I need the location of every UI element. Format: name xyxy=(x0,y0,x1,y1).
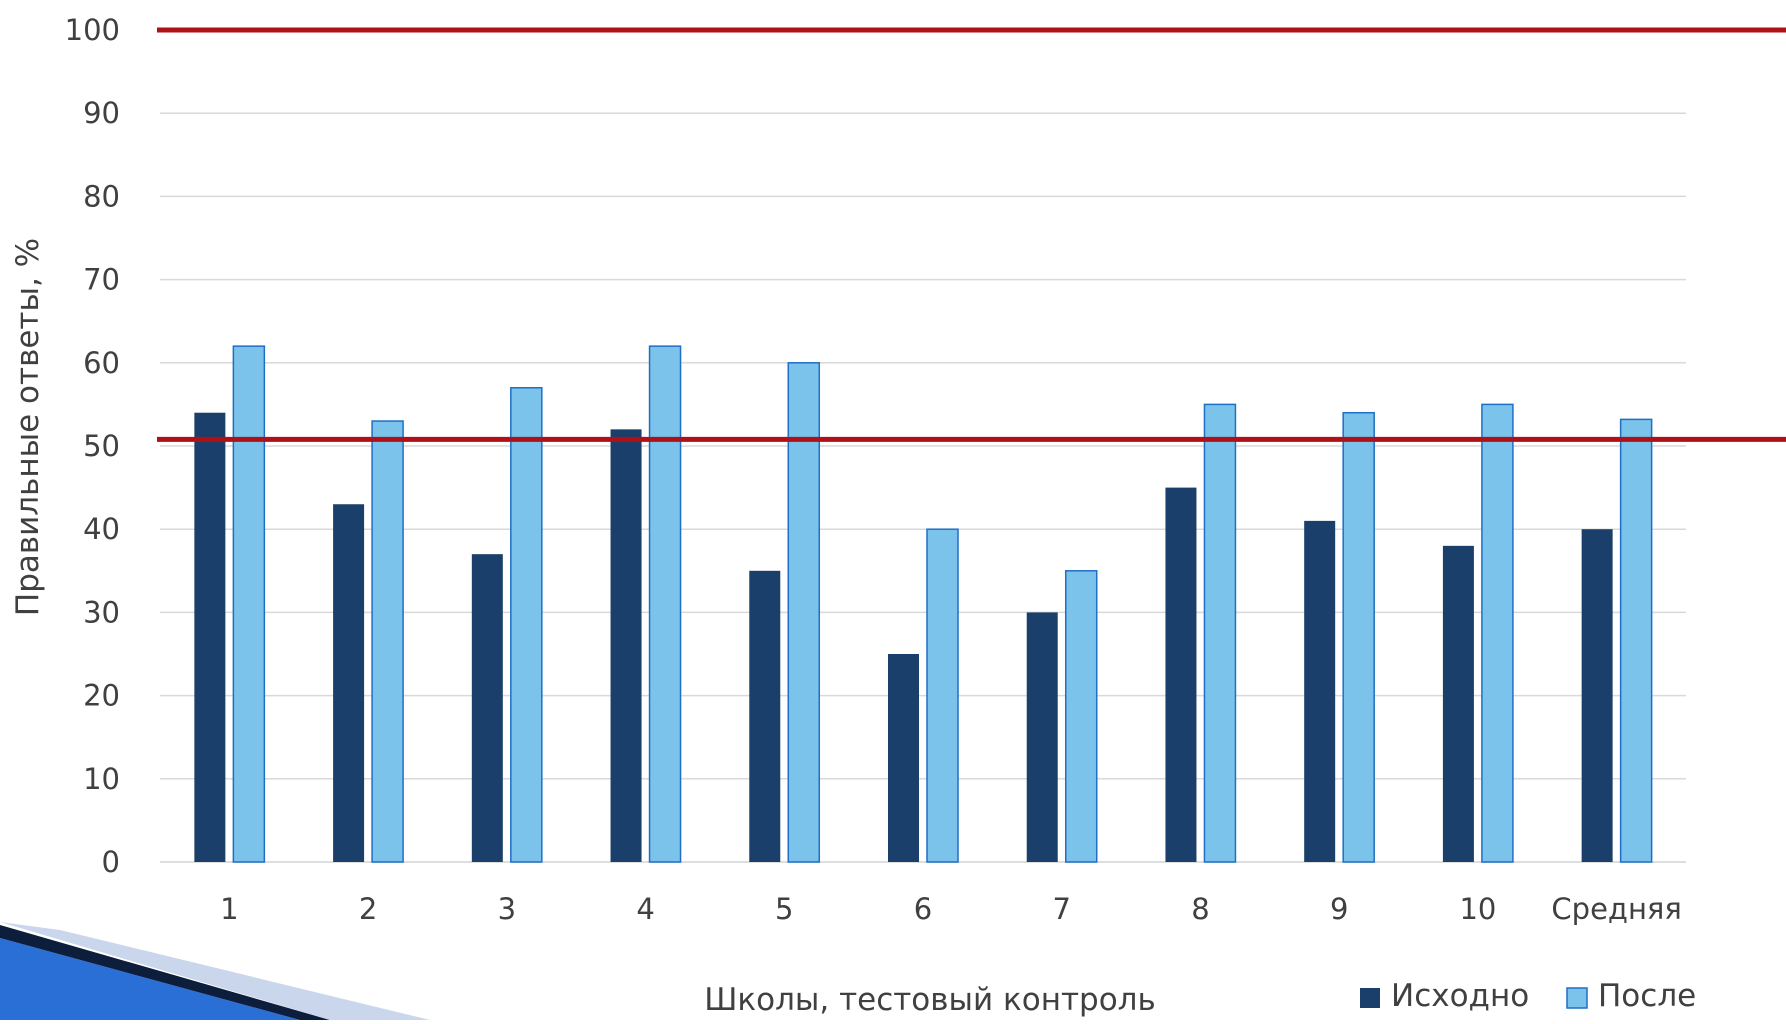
x-tick-label: 4 xyxy=(636,892,654,926)
legend-swatch xyxy=(1360,988,1380,1008)
bar-initial xyxy=(1304,520,1336,862)
bars xyxy=(194,345,1653,863)
reference-lines xyxy=(157,27,1786,442)
x-axis-title: Школы, тестовый контроль xyxy=(704,982,1156,1018)
bar-initial xyxy=(471,554,503,862)
bar-after xyxy=(371,420,404,863)
y-tick-label: 20 xyxy=(83,679,120,713)
x-tick-label: 8 xyxy=(1191,892,1209,926)
x-tick-label: Средняя xyxy=(1551,892,1681,926)
y-tick-label: 0 xyxy=(102,845,120,879)
x-tick-label: 7 xyxy=(1053,892,1071,926)
x-axis-ticks: 1 2 3 4 5 6 7 8 9 10 Средняя xyxy=(220,892,1682,926)
x-tick-label: 9 xyxy=(1330,892,1348,926)
y-tick-label: 30 xyxy=(83,595,120,629)
bar-after xyxy=(1064,570,1098,863)
bar-after xyxy=(232,345,266,863)
bar-after xyxy=(926,528,959,863)
bar-after xyxy=(1203,403,1237,863)
x-tick-label: 5 xyxy=(775,892,793,926)
y-tick-label: 40 xyxy=(83,512,120,546)
y-tick-label: 90 xyxy=(83,96,120,130)
y-tick-label: 70 xyxy=(83,263,120,297)
bar-initial xyxy=(333,504,365,862)
x-tick-label: 3 xyxy=(498,892,516,926)
bar-initial xyxy=(749,570,781,862)
bar-after xyxy=(1342,411,1375,863)
gridlines xyxy=(160,112,1686,863)
legend: Исходно После xyxy=(1360,978,1696,1014)
y-tick-label: 10 xyxy=(83,762,120,796)
bar-initial xyxy=(610,429,642,862)
y-axis-title: Правильные ответы, % xyxy=(10,238,46,616)
x-tick-label: 10 xyxy=(1459,892,1496,926)
bar-after xyxy=(1619,418,1653,863)
bar-after xyxy=(1481,403,1514,863)
bar-after xyxy=(510,387,543,863)
y-tick-label: 80 xyxy=(83,179,120,213)
bar-initial xyxy=(194,412,226,862)
bar-initial xyxy=(888,654,919,862)
y-tick-label: 100 xyxy=(65,13,120,47)
bar-initial xyxy=(1026,612,1058,862)
bar-initial xyxy=(1165,487,1197,862)
corner-decoration xyxy=(0,922,430,1020)
bar-after xyxy=(648,345,682,863)
x-tick-label: 1 xyxy=(220,892,238,926)
x-tick-label: 2 xyxy=(359,892,377,926)
legend-label: Исходно xyxy=(1391,978,1529,1014)
y-tick-label: 50 xyxy=(83,429,120,463)
bar-initial xyxy=(1581,529,1613,862)
bar-after xyxy=(787,362,821,863)
y-axis-ticks: 0 10 20 30 40 50 60 70 80 90 100 xyxy=(65,13,120,879)
legend-swatch xyxy=(1566,987,1588,1009)
bar-initial xyxy=(1442,545,1474,862)
y-tick-label: 60 xyxy=(83,346,120,380)
x-tick-label: 6 xyxy=(914,892,932,926)
legend-label: После xyxy=(1598,978,1696,1014)
